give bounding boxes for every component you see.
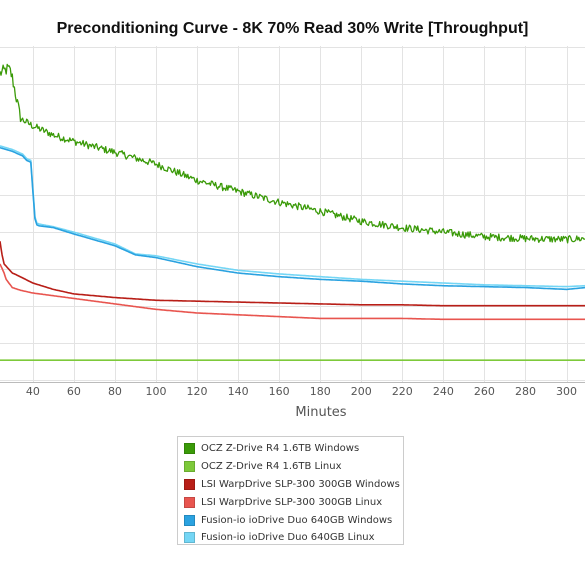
legend-item[interactable]: LSI WarpDrive SLP-300 300GB Linux (178, 493, 403, 511)
legend-item[interactable]: OCZ Z-Drive R4 1.6TB Linux (178, 458, 403, 476)
x-tick-label: 260 (474, 385, 495, 398)
legend-swatch (184, 443, 195, 455)
x-tick-label: 120 (187, 385, 208, 398)
legend-item[interactable]: LSI WarpDrive SLP-300 300GB Windows (178, 476, 403, 494)
legend-label: LSI WarpDrive SLP-300 300GB Windows (201, 478, 400, 490)
x-tick-label: 140 (228, 385, 249, 398)
x-tick-label: 60 (67, 385, 81, 398)
series-line (0, 145, 585, 288)
x-tick-label: 180 (310, 385, 331, 398)
legend-item[interactable]: Fusion-io ioDrive Duo 640GB Windows (178, 511, 403, 529)
x-tick-label: 100 (146, 385, 167, 398)
legend-swatch (184, 532, 195, 544)
x-tick-label: 80 (108, 385, 122, 398)
x-tick-label: 280 (515, 385, 536, 398)
legend-label: OCZ Z-Drive R4 1.6TB Windows (201, 443, 360, 455)
series-line (0, 241, 585, 307)
legend-label: OCZ Z-Drive R4 1.6TB Linux (201, 461, 342, 473)
legend-label: Fusion-io ioDrive Duo 640GB Linux (201, 532, 375, 544)
series-line (0, 146, 585, 291)
x-tick-label: 160 (269, 385, 290, 398)
legend-item[interactable]: Fusion-io ioDrive Duo 640GB Linux (178, 529, 403, 547)
x-tick-label: 200 (351, 385, 372, 398)
chart-title: Preconditioning Curve - 8K 70% Read 30% … (56, 20, 529, 37)
legend-swatch (184, 514, 195, 526)
x-axis-label: Minutes (295, 405, 346, 420)
legend-swatch (184, 461, 195, 473)
legend-label: LSI WarpDrive SLP-300 300GB Linux (201, 496, 383, 508)
x-tick-label: 240 (433, 385, 454, 398)
legend-swatch (184, 496, 195, 508)
x-tick-label: 220 (392, 385, 413, 398)
x-tick-label: 40 (26, 385, 40, 398)
series-line (0, 263, 585, 321)
line-chart: 40 60 80 100 120 140 160 180 200 220 240 260 280 300 … (0, 46, 585, 420)
series-group (0, 63, 585, 362)
series-line (0, 63, 585, 244)
grid-lines (0, 46, 585, 382)
legend-swatch (184, 478, 195, 490)
legend-item[interactable]: OCZ Z-Drive R4 1.6TB Windows (178, 440, 403, 458)
legend: OCZ Z-Drive R4 1.6TB Windows OCZ Z-Drive… (177, 436, 404, 545)
x-tick-label: 300 (556, 385, 577, 398)
legend-label: Fusion-io ioDrive Duo 640GB Windows (201, 514, 393, 526)
x-tick-labels: 40 60 80 100 120 140 160 180 200 220 240 260 280 300 (26, 385, 577, 398)
